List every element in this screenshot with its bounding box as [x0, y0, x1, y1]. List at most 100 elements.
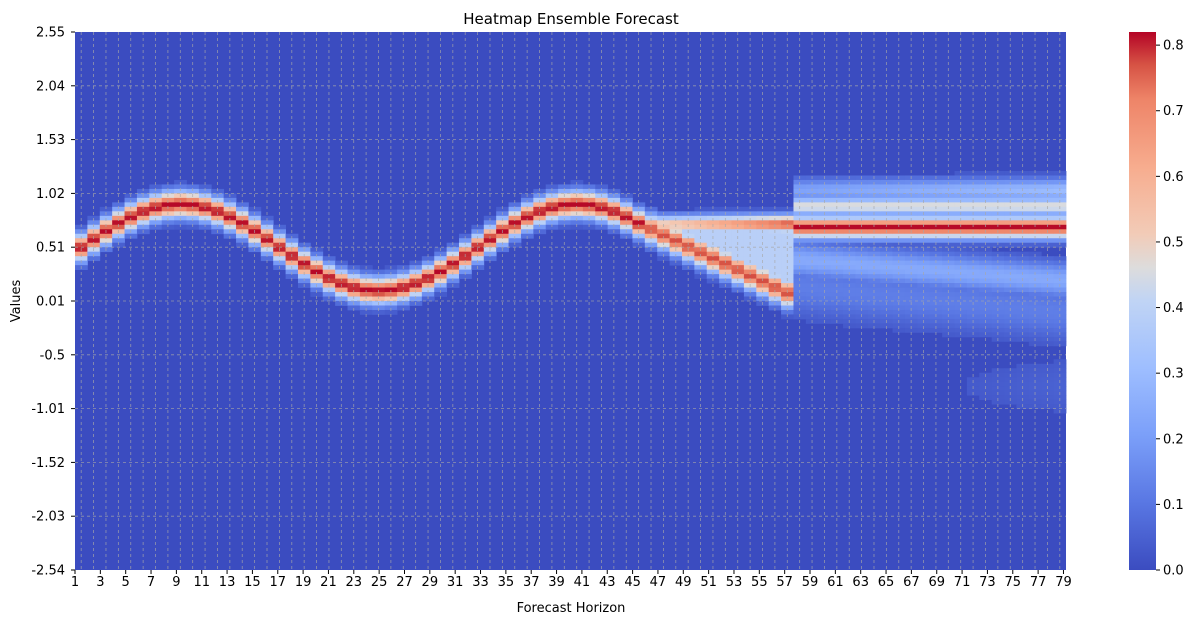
heatmap-cell — [793, 206, 807, 212]
heatmap-cell — [818, 274, 832, 279]
heatmap-cell — [867, 309, 881, 315]
heatmap-cell — [1028, 188, 1042, 194]
heatmap-cell — [136, 224, 150, 230]
heatmap-cell — [805, 309, 819, 315]
heatmap-cell — [620, 224, 633, 230]
heatmap-cell — [236, 206, 249, 212]
heatmap-cell — [347, 274, 361, 279]
heatmap-cell — [149, 184, 163, 190]
heatmap-cell — [285, 238, 299, 244]
heatmap-cell — [855, 292, 869, 297]
heatmap-cell — [979, 184, 993, 190]
heatmap-cell — [570, 220, 584, 226]
heatmap-cell — [248, 224, 262, 230]
heatmap-cell — [508, 238, 522, 244]
heatmap-cell — [1016, 395, 1030, 401]
heatmap-cell — [979, 224, 993, 230]
heatmap-cell — [595, 206, 609, 212]
heatmap-cell — [731, 278, 745, 284]
heatmap-cell — [1016, 184, 1030, 190]
x-tick-label: 39 — [548, 575, 565, 590]
heatmap-cell — [174, 224, 187, 230]
heatmap-cell — [533, 224, 547, 230]
heatmap-cell — [149, 188, 163, 194]
heatmap-cell — [483, 242, 497, 248]
heatmap-cell — [681, 238, 695, 244]
x-axis-ticks: 1 3 5 7 9 11 13 15 17 19 21 23 25 27 29 31 33 35 37 39 41 43 4… — [71, 570, 1072, 590]
heatmap-cell — [198, 224, 212, 230]
heatmap-cell — [805, 305, 819, 311]
heatmap-cell — [917, 274, 931, 279]
x-tick-label: 35 — [498, 575, 515, 590]
heatmap-cell — [446, 260, 460, 266]
heatmap-cell — [880, 305, 893, 311]
heatmap-cell — [855, 242, 869, 248]
heatmap-cell — [917, 327, 931, 333]
heatmap-cell — [1053, 363, 1067, 369]
heatmap-cell — [681, 242, 695, 248]
heatmap-cell — [198, 206, 212, 212]
heatmap-cell — [669, 224, 683, 230]
x-tick-label: 57 — [776, 575, 793, 590]
heatmap-cell — [223, 220, 237, 226]
heatmap-cell — [161, 220, 175, 226]
heatmap-cell — [310, 292, 324, 297]
heatmap-cell — [533, 206, 547, 212]
heatmap-cell — [545, 184, 559, 190]
x-tick-label: 3 — [96, 575, 104, 590]
heatmap-cell — [892, 292, 906, 297]
heatmap-cell — [657, 238, 670, 244]
y-tick-label: -0.5 — [40, 348, 65, 363]
heatmap-cell — [310, 278, 324, 284]
heatmap-cell — [743, 278, 757, 284]
heatmap-cell — [359, 274, 373, 279]
heatmap-cell — [1041, 399, 1055, 405]
heatmap-cell — [1004, 274, 1017, 279]
heatmap-cell — [644, 206, 658, 212]
x-tick-label: 49 — [675, 575, 692, 590]
heatmap-cell — [966, 305, 980, 311]
heatmap-cell — [1016, 305, 1030, 311]
heatmap-cell — [1028, 202, 1042, 208]
heatmap-cell — [372, 309, 386, 315]
colorbar-tick-label: 0.0 — [1163, 564, 1184, 579]
heatmap-cell — [966, 238, 980, 244]
heatmap-cell — [966, 184, 980, 190]
heatmap-cell — [904, 184, 918, 190]
heatmap-cell — [1016, 381, 1030, 387]
heatmap-cell — [781, 224, 794, 230]
heatmap-cell — [694, 220, 708, 226]
heatmap-cell — [904, 274, 918, 279]
heatmap-cell — [1016, 287, 1030, 293]
x-tick-label: 1 — [71, 575, 79, 590]
heatmap-cell — [731, 260, 745, 266]
heatmap-cell — [867, 256, 881, 262]
heatmap-cell — [595, 220, 609, 226]
heatmap-cell — [322, 287, 336, 293]
heatmap-cell — [1028, 224, 1042, 230]
heatmap-cell — [644, 224, 658, 230]
x-tick-label: 11 — [193, 575, 210, 590]
heatmap-cell — [1004, 309, 1017, 315]
heatmap-cell — [409, 287, 423, 293]
x-tick-label: 9 — [172, 575, 180, 590]
heatmap-cell — [1041, 170, 1055, 176]
y-tick-label: -1.01 — [31, 402, 65, 417]
heatmap-cell — [855, 238, 869, 244]
heatmap-cell — [917, 184, 931, 190]
heatmap-cell — [731, 238, 745, 244]
heatmap-cell — [954, 242, 968, 248]
heatmap-cell — [855, 287, 869, 293]
heatmap-cell — [855, 224, 869, 230]
heatmap-cell — [929, 184, 943, 190]
heatmap-cell — [483, 220, 497, 226]
heatmap-cell — [1004, 377, 1017, 383]
heatmap-cell — [1053, 377, 1067, 383]
heatmap-cell — [966, 242, 980, 248]
heatmap-cell — [719, 256, 732, 262]
heatmap-cell — [397, 305, 410, 311]
heatmap-cell — [1053, 327, 1067, 333]
heatmap-cell — [929, 260, 943, 266]
heatmap-cell — [979, 292, 993, 297]
heatmap-cell — [1053, 399, 1067, 405]
